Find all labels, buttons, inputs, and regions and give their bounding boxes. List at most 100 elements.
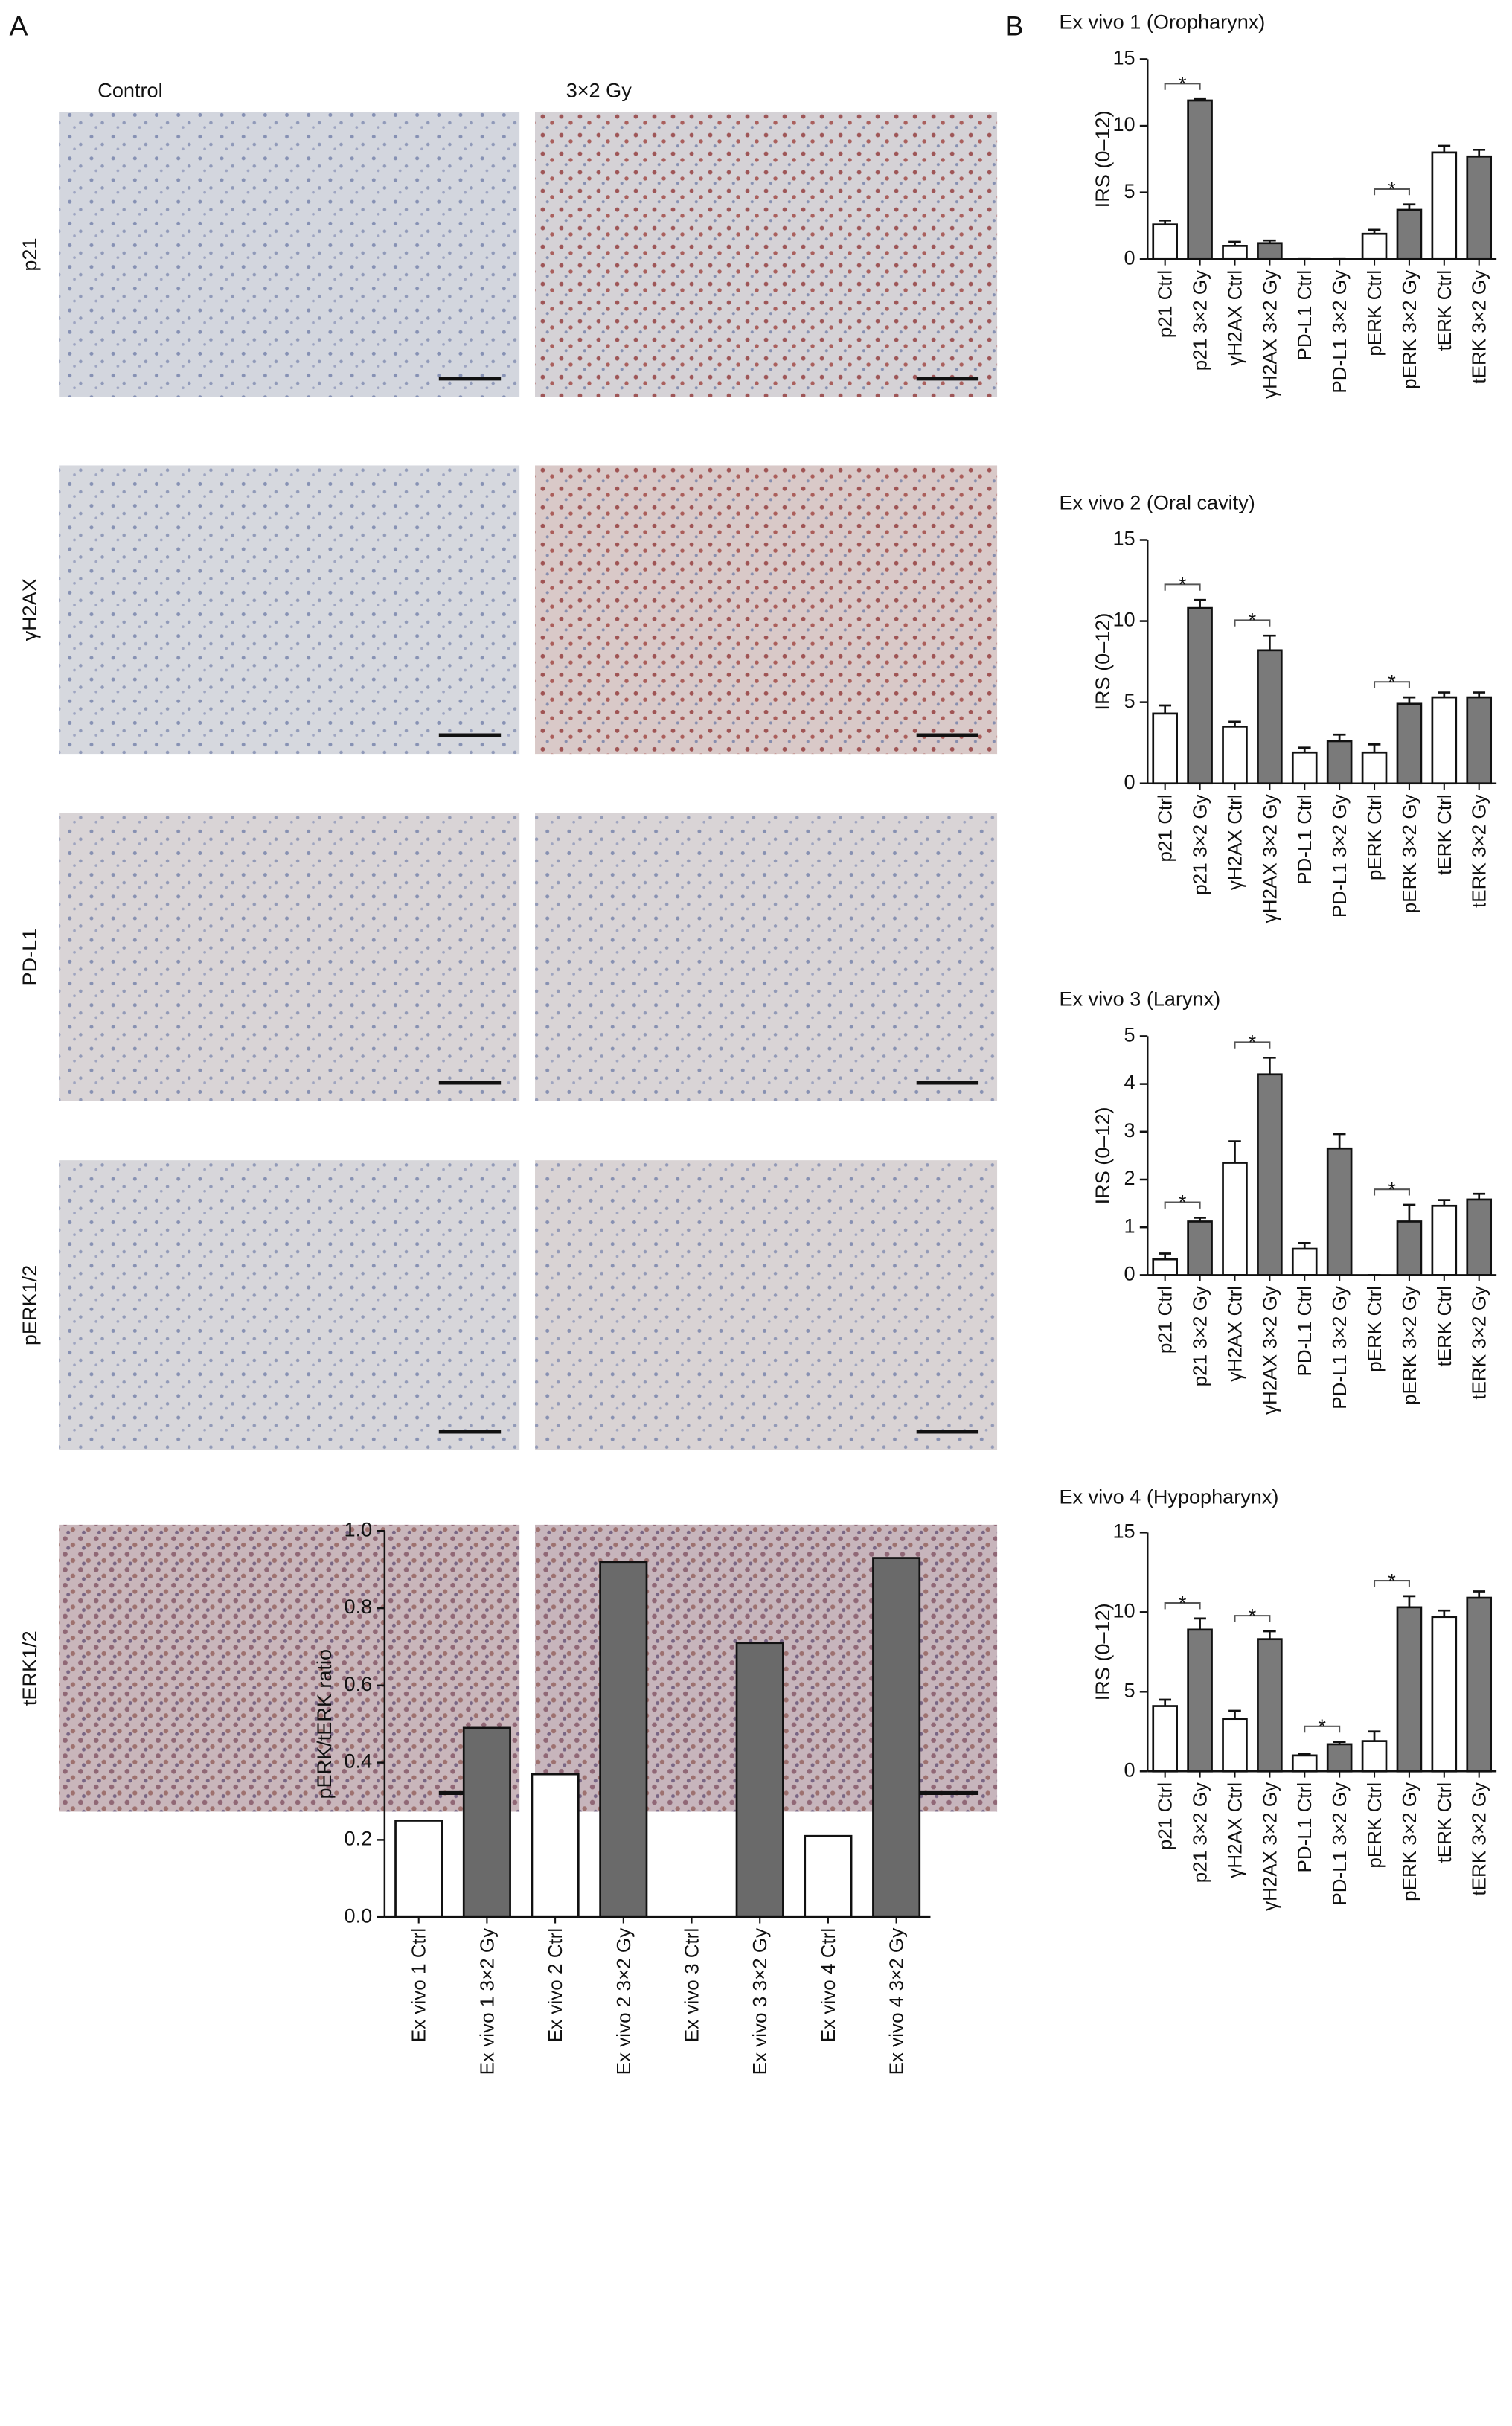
y-tick-label: 1.0 xyxy=(345,1517,373,1540)
x-tick-label: pERK Ctrl xyxy=(1363,794,1386,880)
row-label: γH2AX xyxy=(18,578,41,641)
x-tick-label: PD-L1 3×2 Gy xyxy=(1328,1286,1351,1409)
bar xyxy=(1396,1606,1423,1773)
x-tick-label: γH2AX 3×2 Gy xyxy=(1258,1286,1281,1415)
error-bar xyxy=(1438,1199,1451,1206)
error-bar xyxy=(1298,746,1311,753)
bar xyxy=(1431,696,1458,785)
x-tick-label: PD-L1 Ctrl xyxy=(1293,1286,1316,1377)
bar xyxy=(1187,1220,1213,1276)
error-bar xyxy=(1333,733,1346,741)
error-bar xyxy=(1263,1630,1276,1639)
row-label: p21 xyxy=(18,237,41,271)
x-tick-label: γH2AX Ctrl xyxy=(1223,794,1246,890)
error-bar xyxy=(1159,1252,1172,1260)
significance-bracket xyxy=(1373,1580,1410,1587)
y-tick-label: 15 xyxy=(1112,1519,1135,1542)
bar xyxy=(531,1773,580,1918)
y-tick-label: 10 xyxy=(1112,1598,1135,1622)
y-tick-label: 0.8 xyxy=(345,1595,373,1618)
error-bar xyxy=(1159,219,1172,225)
significance-bracket xyxy=(1373,1188,1410,1196)
bar xyxy=(1257,1638,1283,1773)
y-tick-label: 0 xyxy=(1124,1262,1135,1285)
chart-title: Ex vivo 3 (Larynx) xyxy=(1059,988,1220,1011)
bar xyxy=(1361,232,1388,260)
x-tick-label: PD-L1 3×2 Gy xyxy=(1328,270,1351,394)
x-tick-label: pERK Ctrl xyxy=(1363,1782,1386,1869)
x-tick-label: pERK 3×2 Gy xyxy=(1398,1286,1420,1405)
significance-label: * xyxy=(1179,1191,1187,1214)
bar xyxy=(1396,208,1423,260)
error-bar xyxy=(1228,1140,1241,1163)
histology-texture xyxy=(59,1160,520,1450)
histology-texture xyxy=(59,112,520,397)
bar xyxy=(1326,1743,1353,1773)
bar xyxy=(1291,1754,1318,1773)
histology-texture xyxy=(535,465,998,755)
x-tick-label: PD-L1 Ctrl xyxy=(1293,1782,1316,1873)
error-bar xyxy=(1298,1242,1311,1249)
x-tick-label: Ex vivo 3 Ctrl xyxy=(680,1928,702,2042)
x-tick-label: tERK 3×2 Gy xyxy=(1468,1782,1490,1896)
x-tick-label: γH2AX 3×2 Gy xyxy=(1258,794,1281,923)
significance-bracket xyxy=(1304,1725,1341,1733)
bar xyxy=(1257,649,1283,785)
bar xyxy=(1291,751,1318,785)
significance-label: * xyxy=(1318,1715,1326,1738)
x-tick-label: tERK 3×2 Gy xyxy=(1468,794,1490,908)
x-tick-label: pERK 3×2 Gy xyxy=(1398,270,1420,389)
y-tick-label: 0 xyxy=(1124,770,1135,793)
x-tick-label: p21 Ctrl xyxy=(1154,270,1176,338)
bar xyxy=(1152,1705,1178,1773)
histology-texture xyxy=(59,1524,520,1812)
bar xyxy=(394,1820,443,1918)
error-bar xyxy=(1194,598,1206,609)
significance-bracket xyxy=(1164,1601,1201,1610)
x-tick-label: pERK Ctrl xyxy=(1363,270,1386,356)
significance-bracket xyxy=(1234,1041,1271,1049)
x-tick-label: pERK 3×2 Gy xyxy=(1398,1782,1420,1901)
x-tick-label: p21 3×2 Gy xyxy=(1189,1286,1211,1386)
significance-bracket xyxy=(1164,1201,1201,1209)
y-tick-label: 3 xyxy=(1124,1118,1135,1142)
chart-title: Ex vivo 1 (Oropharynx) xyxy=(1059,10,1265,33)
bar xyxy=(462,1726,511,1918)
row-label: pERK1/2 xyxy=(18,1265,41,1345)
x-tick-label: p21 3×2 Gy xyxy=(1189,1782,1211,1883)
x-tick-label: tERK 3×2 Gy xyxy=(1468,1286,1490,1400)
row-label: tERK1/2 xyxy=(18,1630,41,1706)
bar xyxy=(1431,1616,1458,1773)
error-bar xyxy=(1403,696,1416,704)
error-bar xyxy=(1159,704,1172,714)
significance-bracket xyxy=(1164,583,1201,591)
histology-texture xyxy=(535,112,998,397)
bar xyxy=(1222,726,1248,785)
y-tick-label: 0 xyxy=(1124,246,1135,269)
bar xyxy=(599,1561,648,1918)
significance-label: * xyxy=(1179,72,1187,95)
chart-title: Ex vivo 4 (Hypopharynx) xyxy=(1059,1485,1278,1508)
error-bar xyxy=(1403,1203,1416,1222)
significance-label: * xyxy=(1388,1569,1396,1592)
x-tick-label: Ex vivo 2 Ctrl xyxy=(544,1928,566,2042)
y-tick-label: 1 xyxy=(1124,1214,1135,1237)
x-tick-label: Ex vivo 4 3×2 Gy xyxy=(885,1928,908,2075)
column-label: Control xyxy=(97,78,162,101)
y-tick-label: 0.2 xyxy=(345,1827,373,1850)
histology-texture xyxy=(59,813,520,1101)
row-label: PD-L1 xyxy=(18,929,41,986)
bar xyxy=(1361,1740,1388,1773)
bar xyxy=(1291,1247,1318,1276)
x-tick-label: Ex vivo 3 3×2 Gy xyxy=(749,1928,771,2075)
bar xyxy=(1152,1258,1178,1276)
significance-label: * xyxy=(1179,1591,1187,1614)
bar xyxy=(1361,751,1388,785)
significance-bracket xyxy=(1373,188,1410,196)
bar xyxy=(1326,1147,1353,1276)
error-bar xyxy=(1403,203,1416,210)
x-tick-label: tERK Ctrl xyxy=(1433,794,1455,875)
y-axis-label: IRS (0–12) xyxy=(1091,110,1114,208)
y-tick-label: 15 xyxy=(1112,527,1135,550)
x-tick-label: Ex vivo 1 3×2 Gy xyxy=(475,1928,498,2075)
